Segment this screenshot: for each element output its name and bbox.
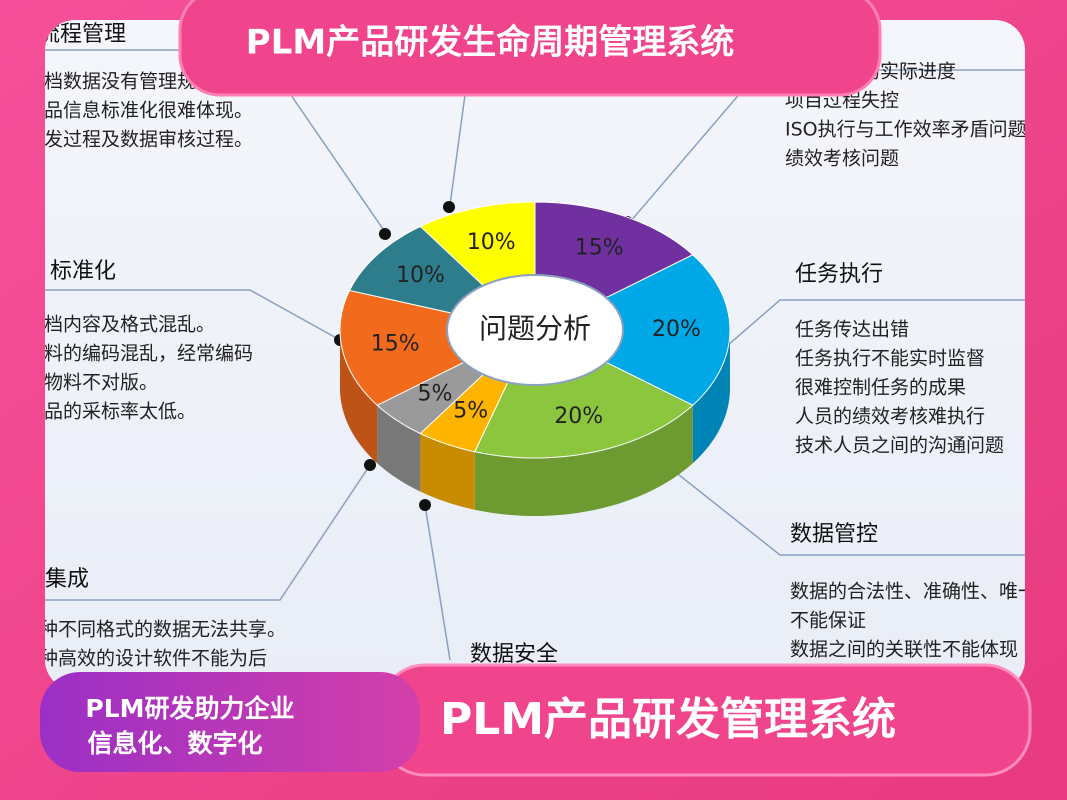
slice-side-shade — [692, 330, 730, 464]
note-line: 物料不对版。 — [44, 372, 158, 394]
center-label: 问题分析 — [479, 312, 591, 345]
slice-side — [420, 433, 475, 510]
note-line: 料的编码混乱，经常编码 — [44, 343, 253, 365]
note-line: 数据的合法性、准确性、唯一 — [790, 581, 1037, 603]
note-heading: 标准化 — [50, 259, 116, 284]
note-line: 种高效的设计软件不能为后 — [39, 648, 267, 670]
slogan-line: 信息化、数字化 — [87, 729, 262, 758]
slice-side — [692, 330, 730, 464]
slice-side-shade — [474, 405, 693, 516]
note-heading: 数据管控 — [790, 522, 878, 547]
note-line: 种不同格式的数据无法共享。 — [39, 619, 286, 641]
note-line: 任务执行不能实时监督 — [795, 348, 985, 370]
slice-label: 20% — [652, 317, 701, 342]
slice-label: 10% — [396, 263, 445, 288]
slice-label: 10% — [467, 230, 516, 255]
note-line: 档内容及格式混乱。 — [44, 314, 215, 336]
slice-label: 15% — [371, 331, 420, 356]
footer-title: PLM产品研发管理系统 — [440, 694, 896, 745]
slice-label: 5% — [417, 382, 452, 407]
note-line: 很难控制任务的成果 — [795, 377, 966, 399]
note-heading: 数据安全 — [470, 642, 558, 667]
note-line: 品信息标准化很难体现。 — [44, 100, 253, 122]
note-heading: 集成 — [45, 567, 89, 592]
note-line: 技术人员之间的沟通问题 — [795, 435, 1004, 457]
slice-side-shade — [340, 330, 378, 464]
note-line: 不能保证 — [790, 610, 866, 632]
note-line: 发过程及数据审核过程。 — [44, 129, 253, 151]
note-line: 数据之间的关联性不能体现 — [790, 639, 1018, 661]
note-line: ISO执行与工作效率矛盾问题 — [785, 119, 1027, 141]
note-heading: 流程管理 — [38, 22, 126, 47]
slice-label: 5% — [453, 399, 488, 424]
slice-side — [340, 330, 378, 464]
note-heading: 任务执行 — [795, 262, 883, 287]
slice-side-shade — [420, 433, 475, 510]
slice-side — [474, 405, 693, 516]
note-line: 人员的绩效考核难执行 — [795, 406, 985, 428]
slice-side-shade — [377, 405, 421, 492]
slice-side — [377, 405, 421, 492]
header-banner — [178, 0, 882, 97]
pie-chart: 问题分析 15% 20% 20% 5%5% 15% 10% 10% — [339, 201, 731, 516]
slice-label: 20% — [554, 404, 603, 429]
slogan-line: PLM研发助力企业 — [85, 694, 294, 723]
header-title: PLM产品研发生命周期管理系统 — [246, 23, 734, 63]
slogan-banner — [40, 672, 420, 772]
slice-label: 15% — [575, 235, 624, 260]
note-line: 任务传达出错 — [795, 319, 909, 341]
note-line: 品的采标率太低。 — [44, 401, 196, 423]
center-hole — [446, 274, 624, 386]
note-line: 绩效考核问题 — [785, 148, 899, 170]
